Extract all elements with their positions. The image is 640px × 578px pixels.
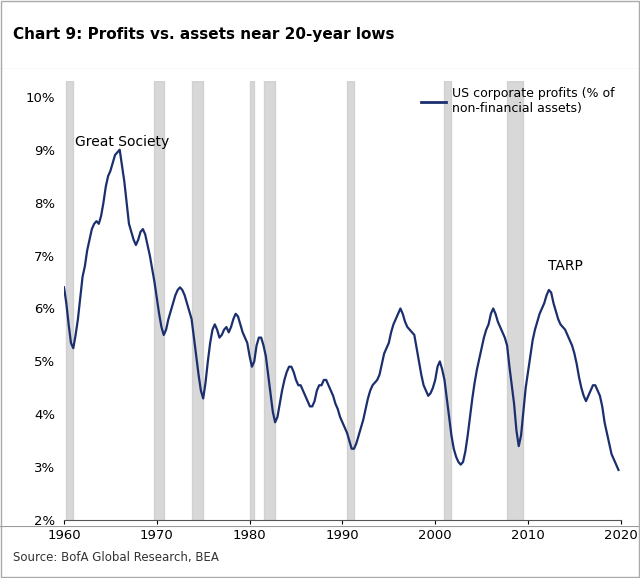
Bar: [347, 81, 354, 520]
Bar: [507, 81, 524, 520]
Bar: [67, 81, 74, 520]
Bar: [445, 81, 451, 520]
Bar: [250, 81, 254, 520]
Text: TARP: TARP: [548, 259, 583, 273]
Text: Source: BofA Global Research, BEA: Source: BofA Global Research, BEA: [13, 551, 219, 564]
Bar: [191, 81, 204, 520]
Text: Chart 9: Profits vs. assets near 20-year lows: Chart 9: Profits vs. assets near 20-year…: [13, 27, 394, 42]
Bar: [154, 81, 164, 520]
Text: Great Society: Great Society: [75, 135, 170, 149]
Bar: [264, 81, 275, 520]
Legend: US corporate profits (% of
non-financial assets): US corporate profits (% of non-financial…: [420, 87, 614, 115]
